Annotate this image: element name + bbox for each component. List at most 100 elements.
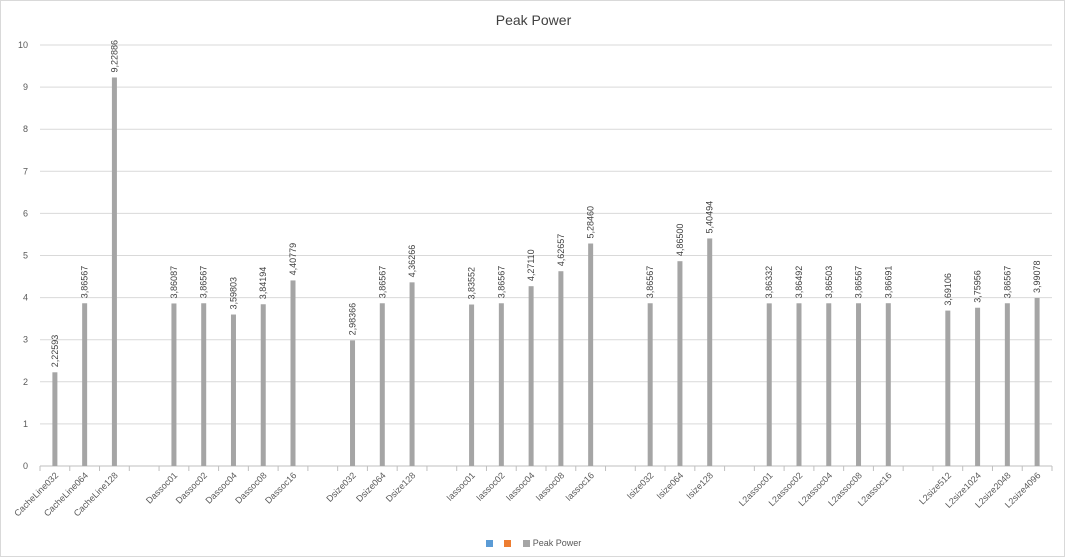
bar <box>588 243 594 466</box>
data-label: 5,40494 <box>705 201 715 234</box>
bar <box>290 280 296 466</box>
data-label: 3,86567 <box>854 266 864 299</box>
bar <box>379 303 385 466</box>
bar <box>52 372 58 466</box>
bar <box>558 271 564 466</box>
data-label: 3,75956 <box>973 270 983 303</box>
x-tick-label: Iassoc16 <box>564 470 597 503</box>
x-tick-label: Iassoc01 <box>444 470 477 503</box>
data-label: 3,86567 <box>1002 266 1012 299</box>
data-label: 4,36266 <box>407 245 417 278</box>
bar <box>796 303 802 466</box>
bar <box>1034 297 1040 466</box>
x-tick-label: Dassoc01 <box>144 470 179 505</box>
bars <box>52 77 1040 466</box>
data-label: 3,86332 <box>764 266 774 299</box>
y-tick-label: 0 <box>23 461 28 471</box>
data-label: 3,86567 <box>199 266 209 299</box>
data-label: 3,84194 <box>258 267 268 300</box>
data-label: 4,62657 <box>556 234 566 267</box>
data-label: 3,86087 <box>169 266 179 299</box>
bar <box>528 286 534 466</box>
x-tick-label: Dassoc08 <box>233 470 268 505</box>
legend-swatch-series-2 <box>504 539 512 547</box>
x-tick-label: Iassoc08 <box>534 470 567 503</box>
data-label: 9,22886 <box>109 40 119 73</box>
legend-item-peak-power: Peak Power <box>522 537 582 548</box>
bar <box>766 303 772 466</box>
data-label: 4,27110 <box>526 249 536 281</box>
data-labels: 2,22593 3,86567 9,22886 3,86087 3,86567 3,598… <box>50 40 1042 367</box>
data-label: 3,86567 <box>496 266 506 299</box>
grid-lines <box>40 44 1052 467</box>
bar <box>856 303 862 466</box>
legend-item-series-1 <box>485 538 496 548</box>
data-label: 3,59803 <box>228 277 238 310</box>
y-tick-label: 8 <box>23 124 28 134</box>
data-label: 3,86567 <box>645 266 655 299</box>
y-tick-label: 2 <box>23 377 28 387</box>
y-tick-label: 3 <box>23 335 28 345</box>
bar <box>171 303 177 466</box>
legend-item-series-2 <box>504 538 514 548</box>
x-tick-label: Isize128 <box>684 470 715 501</box>
x-tick-label: Dassoc04 <box>204 470 239 505</box>
bar <box>677 261 683 466</box>
legend-swatch-series-1 <box>485 539 493 547</box>
bar <box>647 303 653 466</box>
x-tick-label: Dsize128 <box>384 470 418 504</box>
y-tick-label: 7 <box>23 166 28 176</box>
bar <box>707 238 713 466</box>
data-label: 4,86500 <box>675 224 685 257</box>
data-label: 3,86567 <box>80 266 90 299</box>
data-label: 4,40779 <box>288 243 298 276</box>
bar <box>885 303 891 466</box>
bar <box>826 303 832 466</box>
bar <box>201 303 207 466</box>
bar <box>260 304 266 466</box>
x-tick-label: Iassoc04 <box>504 470 537 503</box>
y-tick-label: 5 <box>23 251 28 261</box>
chart-title: Peak Power <box>495 12 572 28</box>
bar <box>498 303 504 466</box>
data-label: 3,86567 <box>377 266 387 299</box>
legend-swatch-peak-power <box>522 539 530 547</box>
bar <box>111 77 117 466</box>
x-tick-label: Dassoc02 <box>174 470 209 505</box>
y-tick-label: 9 <box>23 82 28 92</box>
data-label: 3,86492 <box>794 266 804 299</box>
legend: Peak Power <box>0 537 1067 548</box>
bar <box>82 303 88 466</box>
y-tick-label: 6 <box>23 208 28 218</box>
bar <box>469 304 475 466</box>
data-label: 3,86503 <box>824 266 834 299</box>
x-tick-label: Dsize064 <box>354 470 388 504</box>
y-tick-label: 4 <box>23 293 28 303</box>
data-label: 2,22593 <box>50 335 60 368</box>
data-label: 3,69106 <box>943 273 953 306</box>
x-axis-ticks <box>39 466 1053 471</box>
x-tick-label: Isize032 <box>625 470 656 501</box>
legend-label-peak-power: Peak Power <box>532 537 582 548</box>
y-axis-tick-labels: 0 1 2 3 4 5 6 7 8 9 10 <box>18 40 28 471</box>
data-label: 3,86691 <box>883 266 893 299</box>
y-tick-label: 10 <box>18 40 28 50</box>
data-label: 2,98366 <box>348 303 358 336</box>
data-label: 3,83552 <box>467 267 477 300</box>
bar <box>945 310 951 466</box>
x-tick-label: Isize064 <box>655 470 686 501</box>
bar <box>975 307 981 466</box>
data-label: 5,28460 <box>586 206 596 239</box>
bar <box>230 314 236 466</box>
y-tick-label: 1 <box>23 419 28 429</box>
bar <box>350 340 356 466</box>
data-label: 3,99078 <box>1032 260 1042 293</box>
bar <box>1004 303 1010 466</box>
x-tick-label: Iassoc02 <box>474 470 507 503</box>
x-tick-label: Dsize032 <box>324 470 358 504</box>
bar <box>409 282 415 466</box>
x-tick-label: Dassoc16 <box>263 470 298 505</box>
